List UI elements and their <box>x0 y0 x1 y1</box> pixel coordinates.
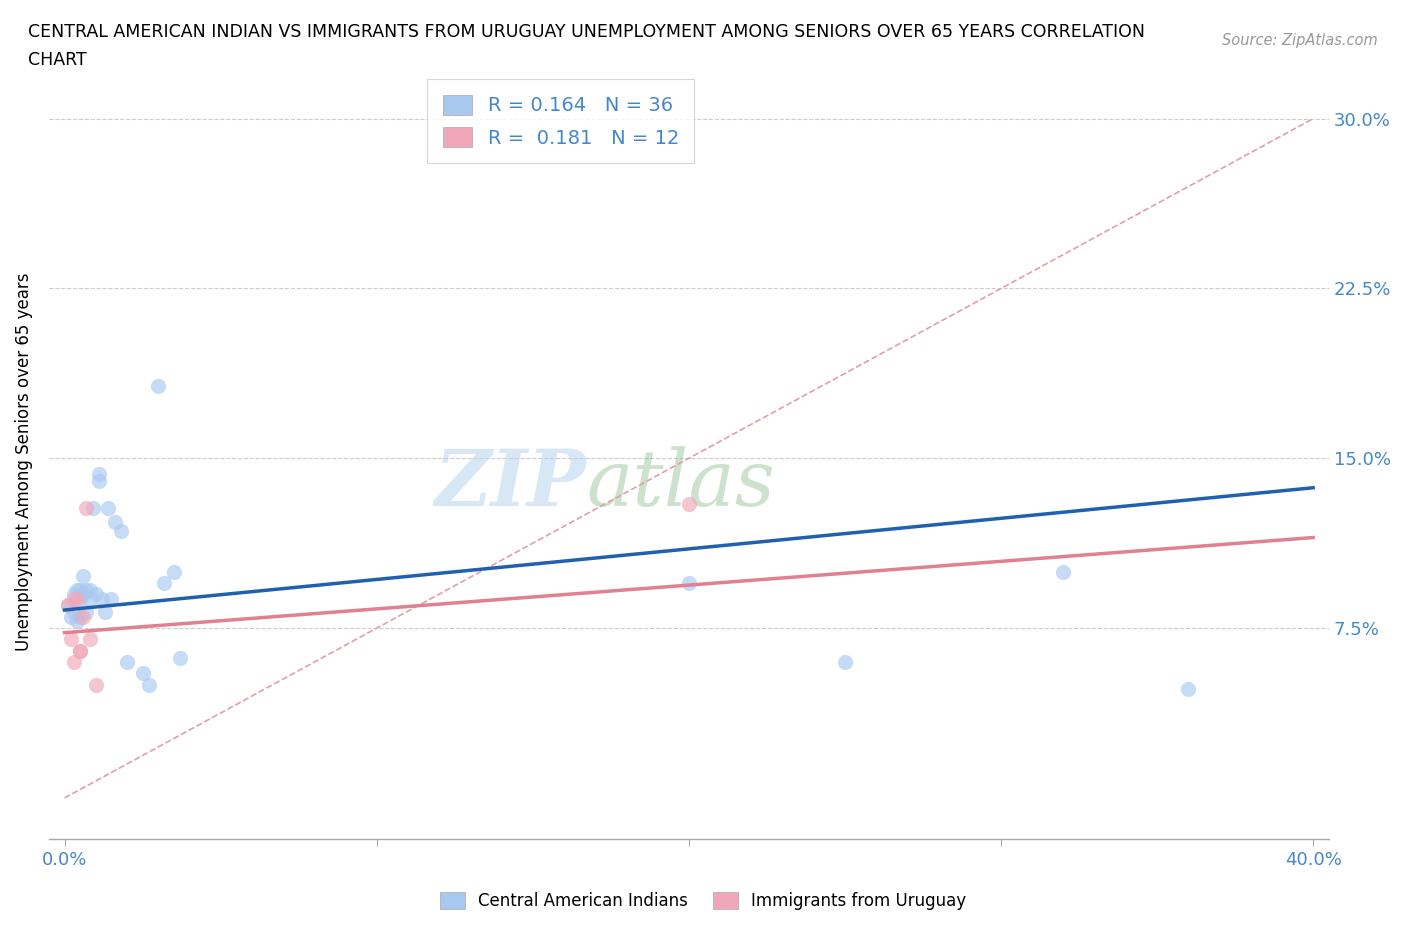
Point <box>110 524 132 538</box>
Point <box>79 582 101 597</box>
Point <box>84 677 107 692</box>
Point <box>72 568 94 583</box>
Point <box>153 576 176 591</box>
Point <box>66 582 89 597</box>
Point <box>69 644 91 658</box>
Point <box>678 576 700 591</box>
Point <box>84 587 107 602</box>
Point <box>138 677 160 692</box>
Point <box>66 591 89 606</box>
Point <box>91 591 114 606</box>
Text: Source: ZipAtlas.com: Source: ZipAtlas.com <box>1222 33 1378 47</box>
Y-axis label: Unemployment Among Seniors over 65 years: Unemployment Among Seniors over 65 years <box>15 272 32 651</box>
Point <box>69 644 91 658</box>
Point <box>63 655 86 670</box>
Point <box>94 604 117 619</box>
Point <box>1177 682 1199 697</box>
Legend: Central American Indians, Immigrants from Uruguay: Central American Indians, Immigrants fro… <box>433 885 973 917</box>
Point <box>79 591 101 606</box>
Text: ZIP: ZIP <box>434 446 586 523</box>
Point <box>97 500 120 515</box>
Point <box>75 604 97 619</box>
Point <box>103 514 125 529</box>
Point <box>169 650 191 665</box>
Point <box>75 582 97 597</box>
Point <box>63 604 86 619</box>
Point <box>56 598 79 613</box>
Point <box>834 655 856 670</box>
Point <box>69 582 91 597</box>
Text: CENTRAL AMERICAN INDIAN VS IMMIGRANTS FROM URUGUAY UNEMPLOYMENT AMONG SENIORS OV: CENTRAL AMERICAN INDIAN VS IMMIGRANTS FR… <box>28 23 1144 41</box>
Point <box>72 609 94 624</box>
Point <box>82 500 104 515</box>
Point <box>87 473 110 488</box>
Point <box>66 614 89 629</box>
Point <box>79 632 101 647</box>
Point <box>100 591 122 606</box>
Point <box>63 587 86 602</box>
Text: CHART: CHART <box>28 51 87 69</box>
Point <box>115 655 138 670</box>
Point <box>59 609 82 624</box>
Point <box>678 496 700 511</box>
Legend: R = 0.164   N = 36, R =  0.181   N = 12: R = 0.164 N = 36, R = 0.181 N = 12 <box>427 79 695 163</box>
Point <box>72 587 94 602</box>
Point <box>59 632 82 647</box>
Point <box>56 598 79 613</box>
Point <box>69 591 91 606</box>
Point <box>63 591 86 606</box>
Point <box>148 379 170 393</box>
Point <box>69 609 91 624</box>
Point <box>75 500 97 515</box>
Point <box>163 565 186 579</box>
Text: atlas: atlas <box>586 446 775 523</box>
Point <box>131 666 153 681</box>
Point <box>87 467 110 482</box>
Point <box>1052 565 1074 579</box>
